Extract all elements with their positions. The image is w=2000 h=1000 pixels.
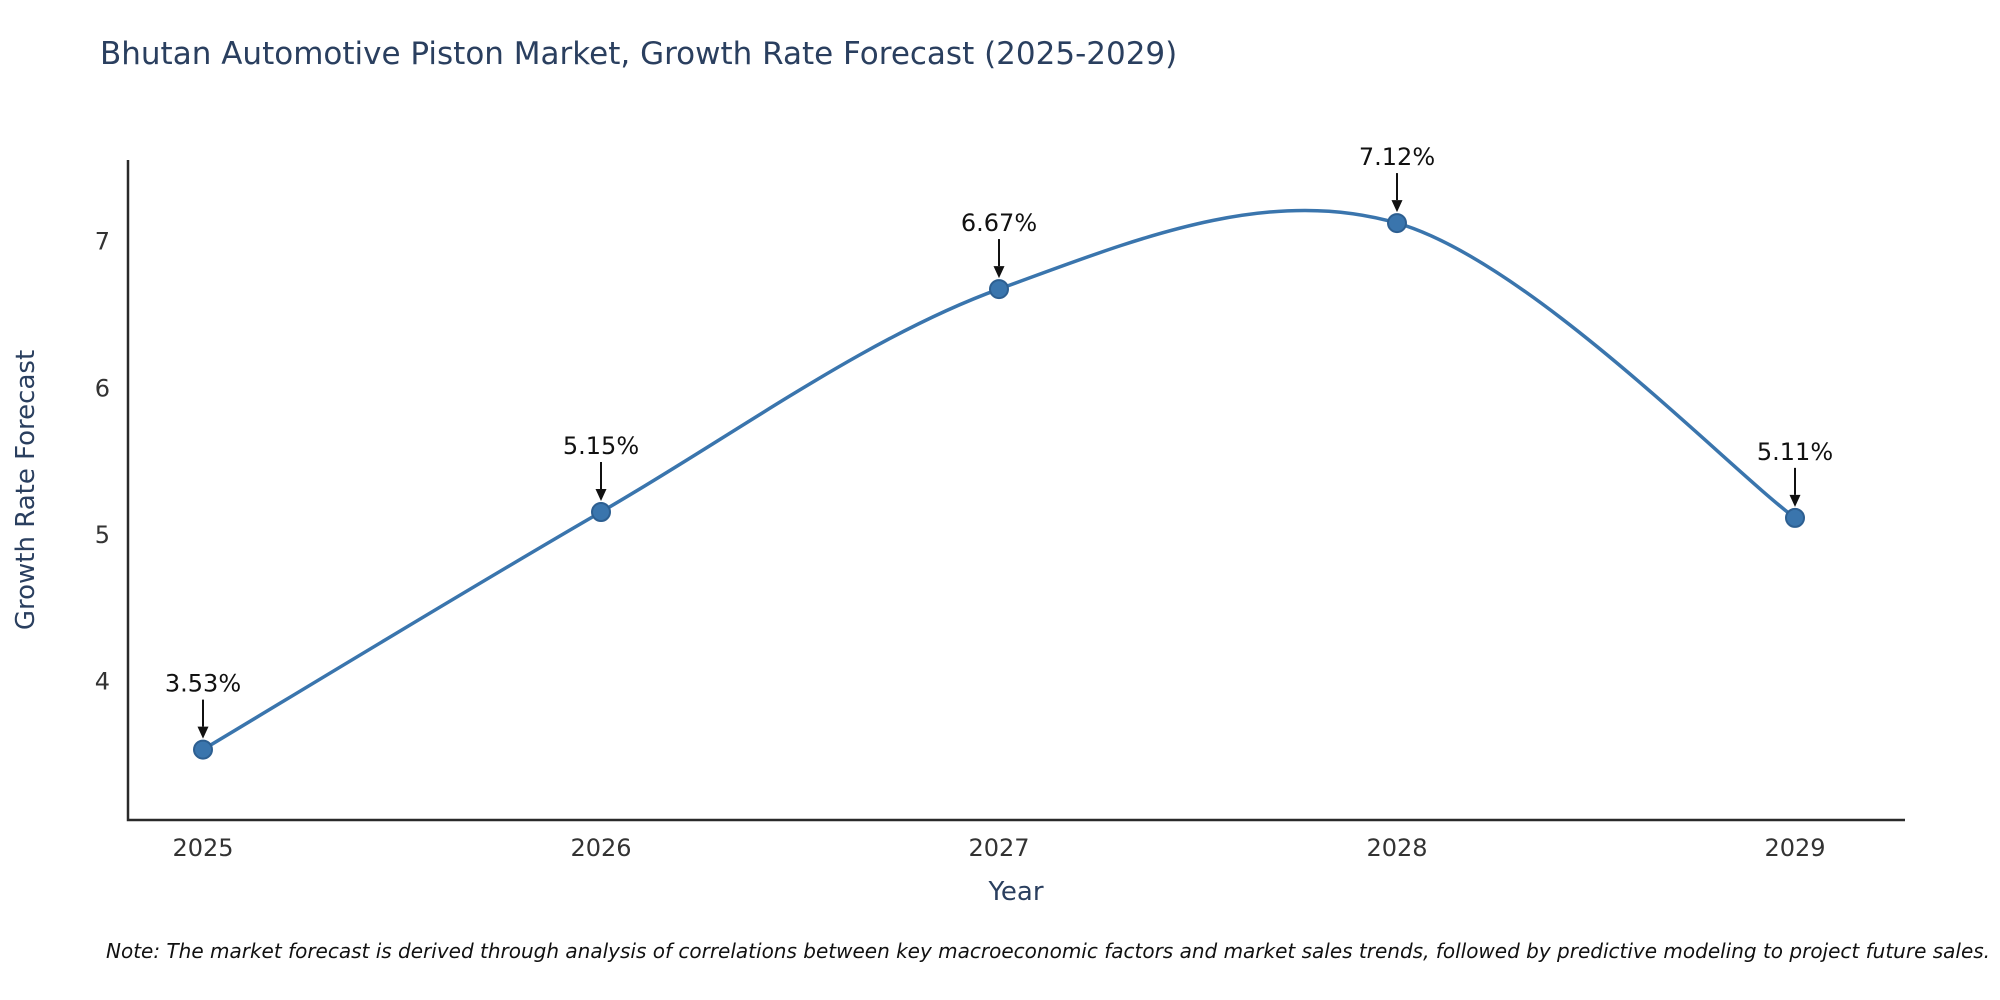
- y-axis-label: Growth Rate Forecast: [11, 350, 41, 630]
- annotation-arrow-head: [993, 266, 1005, 279]
- point-annotations: 3.53% 5.15% 6.67% 7.12% 5.11%: [165, 143, 1833, 739]
- y-tick-label: 7: [95, 228, 110, 256]
- annotation-arrow-head: [1789, 494, 1801, 507]
- y-tick-label: 4: [95, 668, 110, 696]
- x-tick-label: 2028: [1366, 834, 1427, 862]
- annotation-arrow-head: [1391, 200, 1403, 213]
- footnote: Note: The market forecast is derived thr…: [106, 939, 1990, 963]
- annotation-arrow-head: [595, 489, 607, 501]
- data-point-marker: [989, 279, 1009, 300]
- x-tick-label: 2025: [172, 834, 233, 862]
- annotation-label: 6.67%: [961, 209, 1037, 237]
- data-point-marker: [1785, 507, 1805, 528]
- x-tick-label: 2027: [968, 834, 1029, 862]
- annotation-label: 5.15%: [563, 432, 639, 460]
- annotation-label: 7.12%: [1359, 143, 1435, 171]
- chart-title: Bhutan Automotive Piston Market, Growth …: [100, 36, 1177, 72]
- annotation-label: 3.53%: [165, 670, 241, 698]
- data-point-marker: [193, 739, 213, 760]
- axes-line: [126, 160, 1905, 822]
- x-tick-label: 2029: [1764, 834, 1825, 862]
- x-tick-labels: 2025 2026 2027 2028 2029: [172, 834, 1825, 862]
- annotation-arrow-head: [197, 726, 209, 739]
- y-tick-label: 6: [95, 374, 110, 402]
- data-point-marker: [591, 502, 611, 522]
- x-axis-label: Year: [987, 877, 1043, 907]
- data-point-marker: [1387, 213, 1407, 234]
- line-series: [193, 208, 1805, 760]
- y-tick-labels: 4 5 6 7: [95, 228, 110, 696]
- annotation-label: 5.11%: [1757, 438, 1833, 466]
- y-tick-label: 5: [95, 521, 110, 549]
- x-tick-label: 2026: [570, 834, 631, 862]
